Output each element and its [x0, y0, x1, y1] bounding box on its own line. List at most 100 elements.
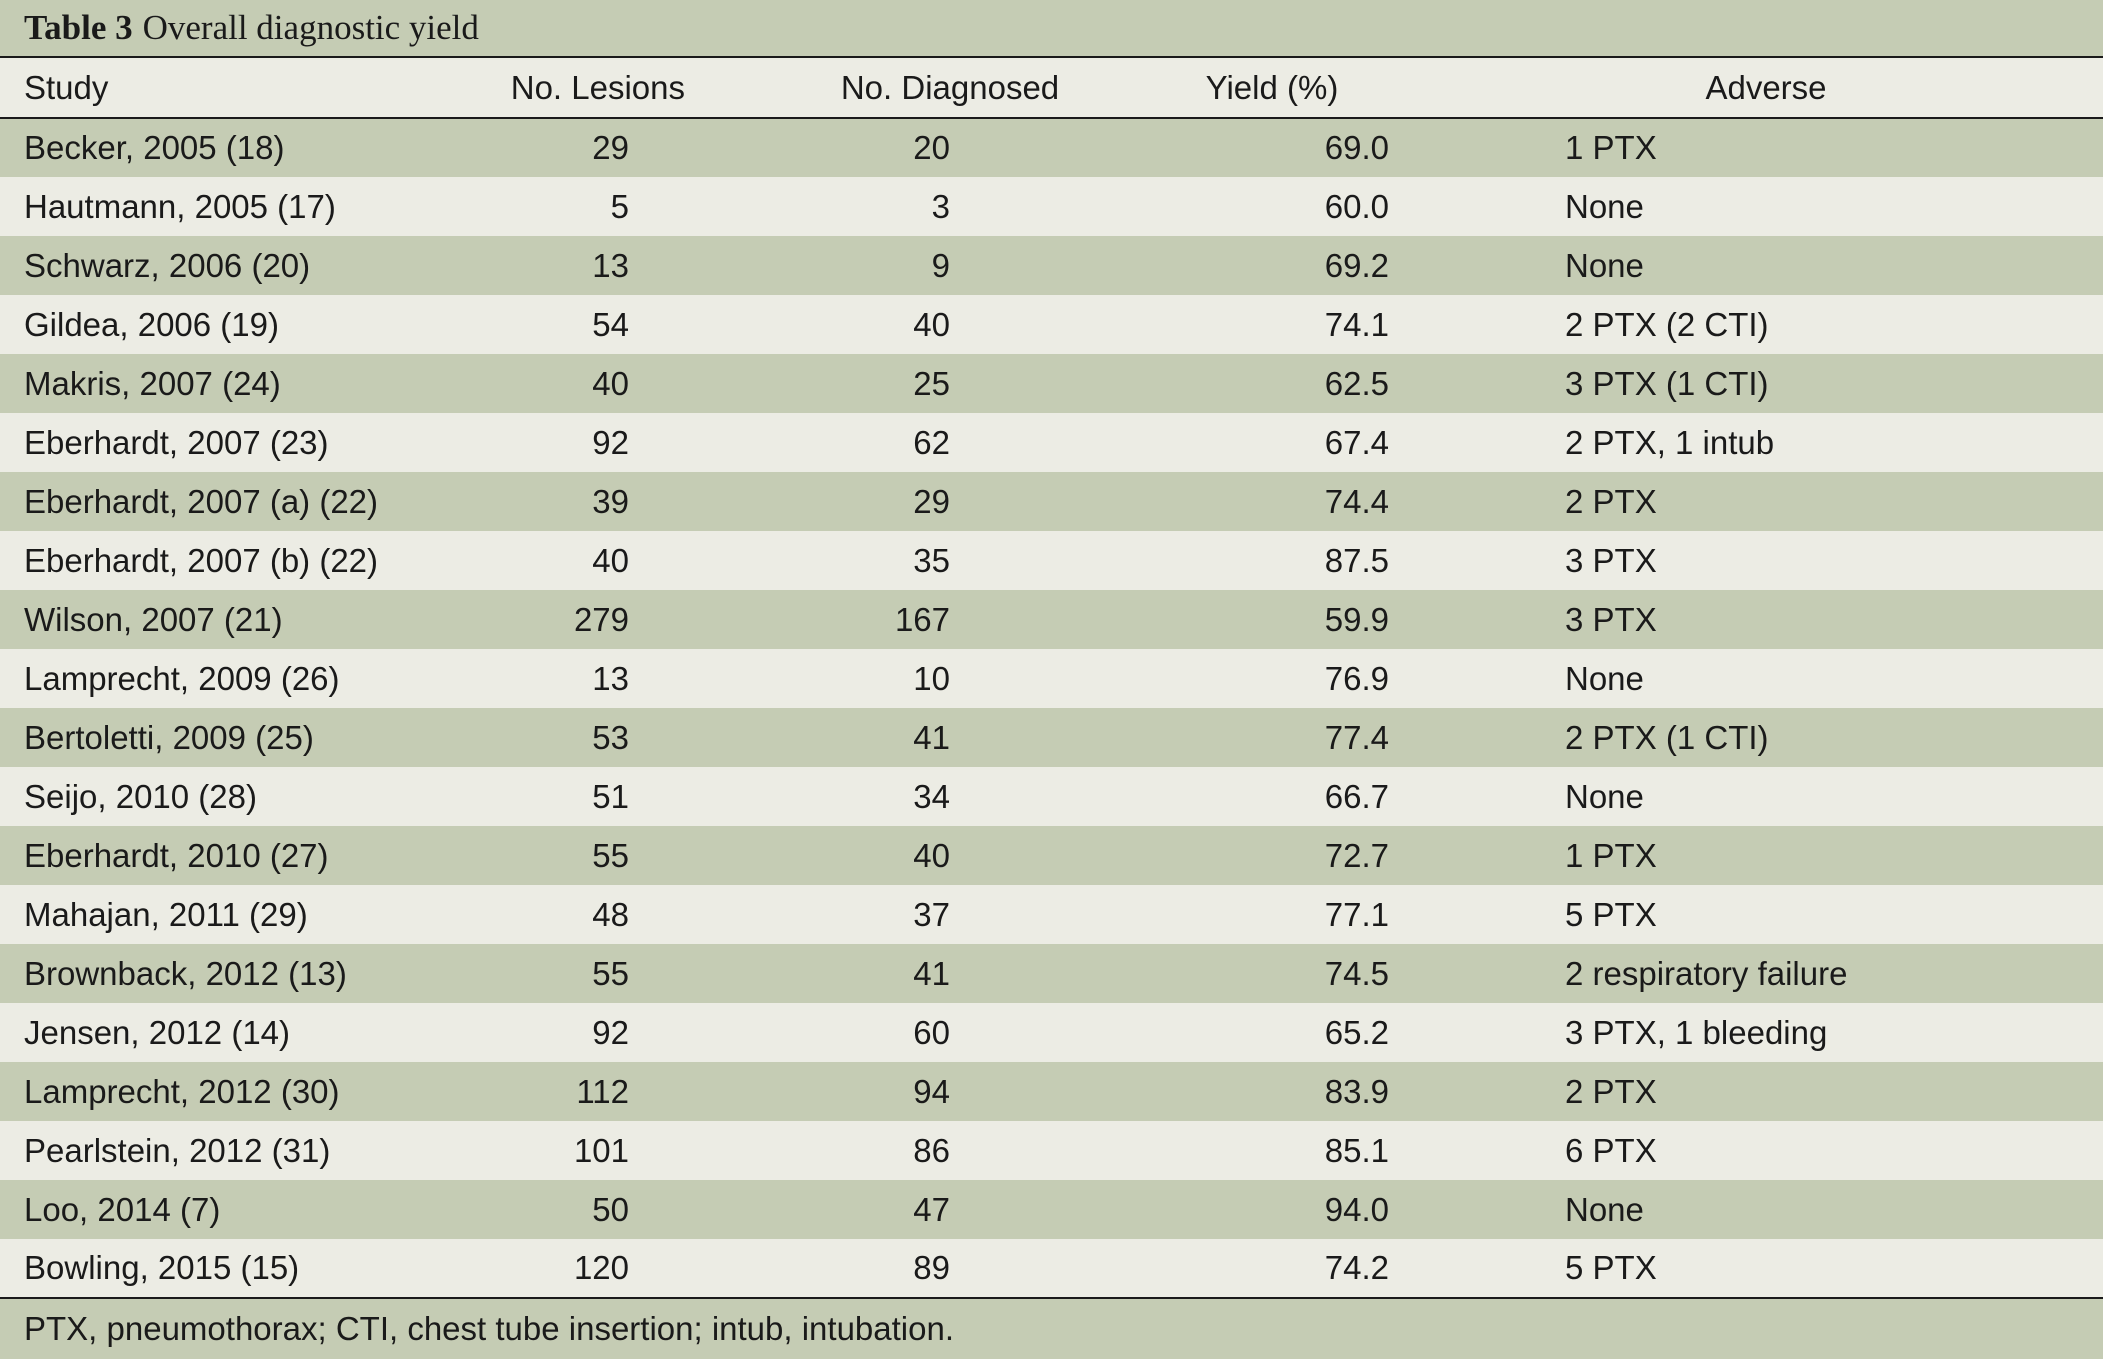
- cell-yield: 77.4: [1324, 718, 1389, 756]
- table-row: Seijo, 2010 (28) 51 34 66.7 None: [0, 767, 2103, 826]
- cell-yield: 76.9: [1324, 659, 1389, 697]
- cell-study: Eberhardt, 2010 (27): [24, 836, 329, 874]
- table-row: Gildea, 2006 (19) 54 40 74.1 2 PTX (2 CTI): [0, 295, 2103, 354]
- cell-adverse: 1 PTX: [1565, 129, 1657, 166]
- table-row: Makris, 2007 (24) 40 25 62.5 3 PTX (1 CTI): [0, 354, 2103, 413]
- cell-diagnosed: 3: [931, 187, 950, 225]
- table-row: Eberhardt, 2007 (23) 92 62 67.4 2 PTX, 1 int…: [0, 413, 2103, 472]
- table-header: Study No. Lesions No. Diagnosed Yield (%…: [0, 58, 2103, 119]
- cell-diagnosed: 47: [913, 1190, 950, 1228]
- cell-study: Bowling, 2015 (15): [0, 1239, 470, 1299]
- cell-diagnosed: 40: [913, 305, 950, 343]
- cell-adverse: 5 PTX: [1429, 1239, 2103, 1299]
- table-row: Hautmann, 2005 (17) 5 3 60.0 None: [0, 177, 2103, 236]
- cell-lesions: 54: [592, 305, 629, 343]
- cell-adverse: None: [1565, 187, 1644, 225]
- cell-yield: 94.0: [1324, 1190, 1389, 1228]
- cell-study: Brownback, 2012 (13): [24, 954, 347, 992]
- cell-diagnosed: 86: [913, 1131, 950, 1169]
- cell-study: Mahajan, 2011 (29): [24, 895, 308, 933]
- cell-diagnosed: 89: [765, 1239, 1095, 1299]
- cell-adverse: 2 PTX: [1565, 1072, 1657, 1110]
- cell-diagnosed: 167: [894, 600, 950, 638]
- cell-study: Bertoletti, 2009 (25): [24, 718, 314, 756]
- cell-yield: 65.2: [1324, 1013, 1389, 1051]
- cell-diagnosed: 9: [931, 246, 950, 284]
- table-caption: Table 3 Overall diagnostic yield: [0, 0, 2103, 58]
- cell-lesions: 92: [592, 423, 629, 461]
- cell-adverse: 3 PTX (1 CTI): [1565, 364, 1769, 402]
- cell-lesions: 120: [470, 1239, 765, 1299]
- cell-adverse: 5 PTX: [1565, 895, 1657, 933]
- cell-adverse: 2 PTX, 1 intub: [1565, 423, 1775, 461]
- cell-lesions: 92: [592, 1013, 629, 1051]
- cell-adverse: 6 PTX: [1565, 1131, 1657, 1169]
- cell-lesions: 53: [592, 718, 629, 756]
- cell-diagnosed: 37: [913, 895, 950, 933]
- table-row: Mahajan, 2011 (29) 48 37 77.1 5 PTX: [0, 885, 2103, 944]
- diagnostic-yield-table: Study No. Lesions No. Diagnosed Yield (%…: [0, 58, 2103, 1299]
- cell-study: Pearlstein, 2012 (31): [24, 1131, 331, 1169]
- table-row: Lamprecht, 2009 (26) 13 10 76.9 None: [0, 649, 2103, 708]
- cell-study: Eberhardt, 2007 (b) (22): [24, 541, 379, 579]
- table-row: Schwarz, 2006 (20) 13 9 69.2 None: [0, 236, 2103, 295]
- cell-lesions: 101: [573, 1131, 629, 1169]
- cell-yield: 74.2: [1095, 1239, 1429, 1299]
- table-row: Eberhardt, 2007 (b) (22) 40 35 87.5 3 PTX: [0, 531, 2103, 590]
- cell-adverse: 3 PTX: [1565, 600, 1657, 638]
- cell-adverse: None: [1565, 246, 1644, 284]
- cell-lesions: 5: [610, 187, 629, 225]
- table-row: Becker, 2005 (18) 29 20 69.0 1 PTX: [0, 118, 2103, 177]
- cell-diagnosed: 41: [913, 718, 950, 756]
- cell-adverse: 2 respiratory failure: [1565, 954, 1848, 992]
- cell-yield: 59.9: [1324, 600, 1389, 638]
- table-row: Loo, 2014 (7) 50 47 94.0 None: [0, 1180, 2103, 1239]
- col-header-adverse: Adverse: [1429, 58, 2103, 119]
- cell-adverse: 2 PTX (1 CTI): [1565, 718, 1769, 756]
- table-row: Eberhardt, 2007 (a) (22) 39 29 74.4 2 PTX: [0, 472, 2103, 531]
- cell-lesions: 279: [573, 600, 629, 638]
- cell-adverse: 2 PTX: [1565, 482, 1657, 520]
- cell-study: Wilson, 2007 (21): [24, 600, 283, 638]
- cell-lesions: 40: [592, 541, 629, 579]
- table-row: Brownback, 2012 (13) 55 41 74.5 2 respirator…: [0, 944, 2103, 1003]
- cell-diagnosed: 94: [913, 1072, 950, 1110]
- cell-lesions: 40: [592, 364, 629, 402]
- cell-adverse: 1 PTX: [1565, 836, 1657, 874]
- col-header-study: Study: [0, 58, 470, 119]
- cell-study: Jensen, 2012 (14): [24, 1013, 291, 1051]
- cell-diagnosed: 25: [913, 364, 950, 402]
- cell-yield: 74.1: [1324, 305, 1389, 343]
- cell-yield: 85.1: [1324, 1131, 1389, 1169]
- cell-yield: 69.2: [1324, 246, 1389, 284]
- table-row: Wilson, 2007 (21) 279 167 59.9 3 PTX: [0, 590, 2103, 649]
- cell-diagnosed: 10: [913, 659, 950, 697]
- cell-adverse: 3 PTX: [1565, 541, 1657, 579]
- cell-study: Eberhardt, 2007 (23): [24, 423, 329, 461]
- cell-adverse: None: [1565, 777, 1644, 815]
- cell-diagnosed: 34: [913, 777, 950, 815]
- table-row: Bertoletti, 2009 (25) 53 41 77.4 2 PTX (1 CT…: [0, 708, 2103, 767]
- cell-lesions: 13: [592, 659, 629, 697]
- header-row: Study No. Lesions No. Diagnosed Yield (%…: [0, 58, 2103, 119]
- cell-study: Lamprecht, 2009 (26): [24, 659, 340, 697]
- cell-diagnosed: 62: [913, 423, 950, 461]
- cell-study: Lamprecht, 2012 (30): [24, 1072, 340, 1110]
- cell-adverse: 3 PTX, 1 bleeding: [1565, 1013, 1828, 1051]
- cell-lesions: 55: [592, 836, 629, 874]
- col-header-lesions: No. Lesions: [470, 58, 765, 119]
- cell-study: Seijo, 2010 (28): [24, 777, 257, 815]
- cell-adverse: None: [1565, 1190, 1644, 1228]
- cell-diagnosed: 35: [913, 541, 950, 579]
- col-header-diagnosed: No. Diagnosed: [765, 58, 1095, 119]
- cell-diagnosed: 29: [913, 482, 950, 520]
- cell-yield: 62.5: [1324, 364, 1389, 402]
- cell-adverse: None: [1565, 659, 1644, 697]
- cell-study: Becker, 2005 (18): [24, 129, 285, 166]
- table-row: Pearlstein, 2012 (31) 101 86 85.1 6 PTX: [0, 1121, 2103, 1180]
- cell-lesions: 39: [592, 482, 629, 520]
- cell-study: Schwarz, 2006 (20): [24, 246, 311, 284]
- cell-yield: 72.7: [1324, 836, 1389, 874]
- cell-lesions: 55: [592, 954, 629, 992]
